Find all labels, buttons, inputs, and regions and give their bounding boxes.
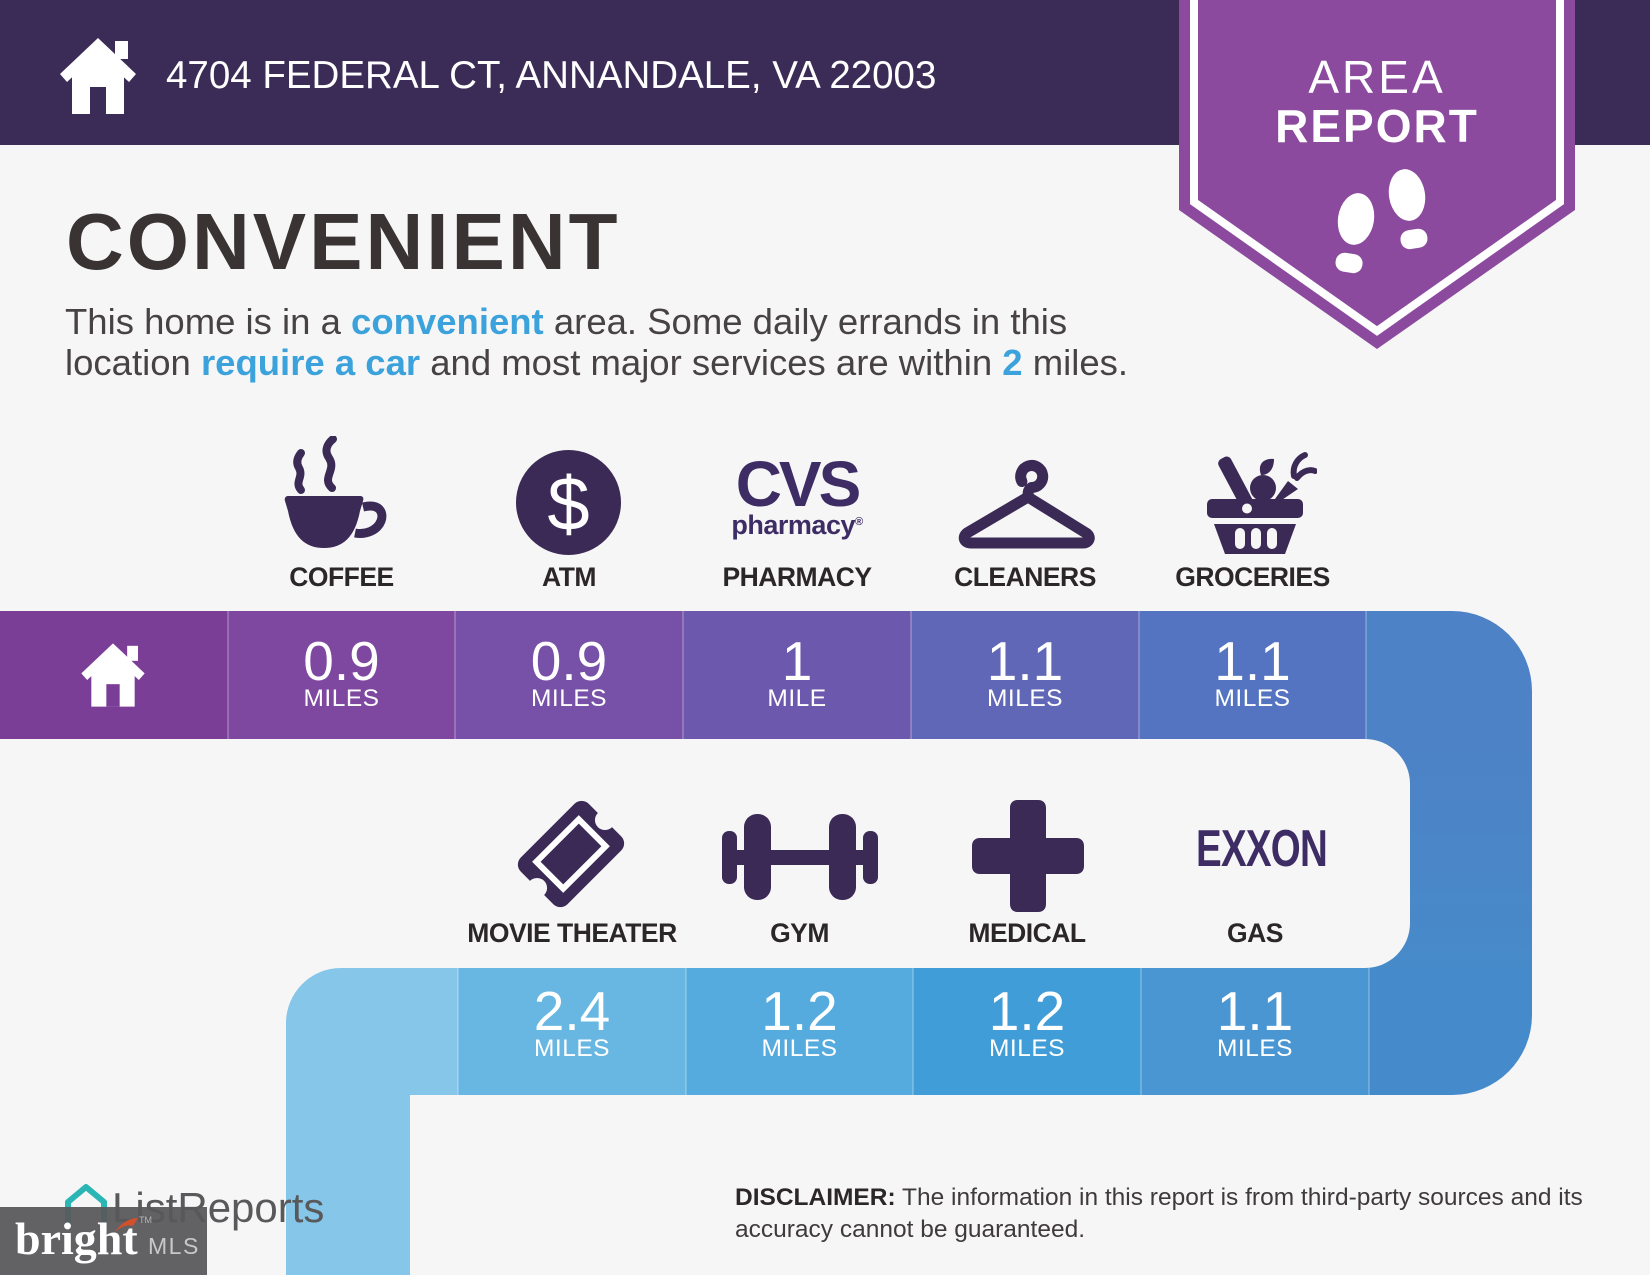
- svg-text:$: $: [547, 462, 589, 547]
